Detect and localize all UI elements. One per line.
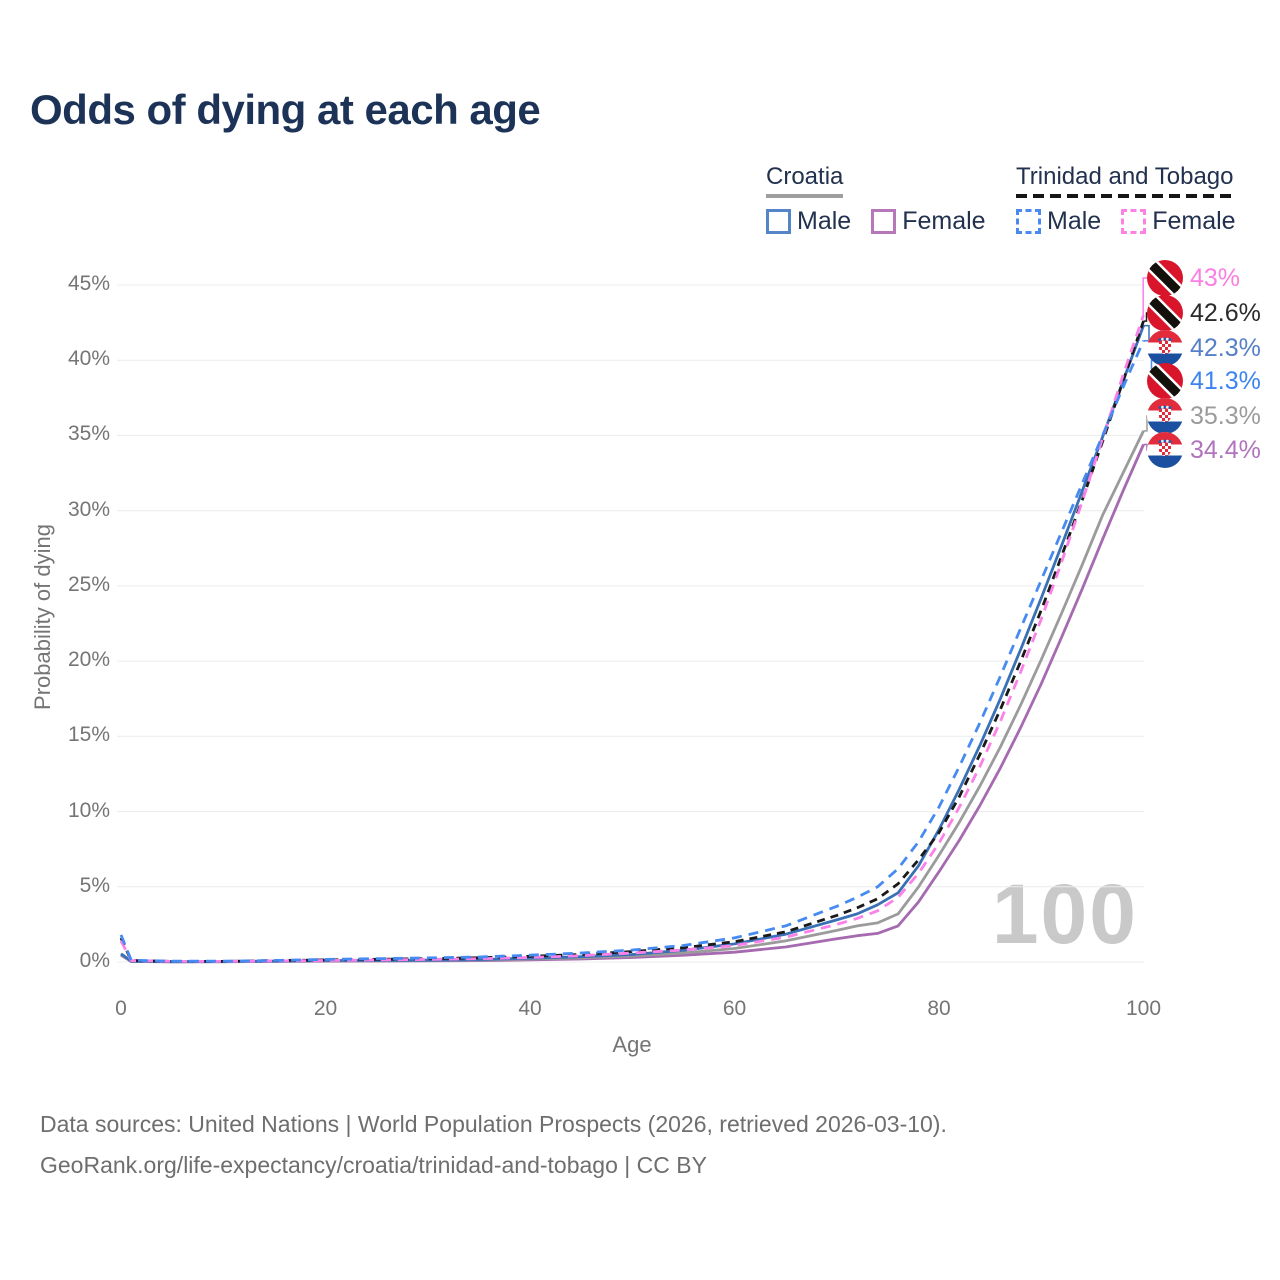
end-label-value: 41.3% — [1190, 366, 1261, 395]
flag-icon-hr — [1147, 330, 1183, 366]
y-tick-label: 40% — [67, 347, 110, 371]
legend-items-croatia: Male Female — [766, 207, 986, 236]
flag-icon-tt — [1147, 260, 1183, 296]
end-label-value: 35.3% — [1190, 401, 1261, 430]
end-label-value: 42.6% — [1190, 298, 1261, 327]
series-line-trinidad-all — [119, 320, 1145, 963]
legend-item-label: Male — [797, 207, 852, 235]
age-watermark: 100 — [991, 867, 1138, 961]
footer-sources: Data sources: United Nations | World Pop… — [40, 1111, 947, 1137]
x-tick-label: 60 — [722, 997, 747, 1020]
y-tick-label: 35% — [67, 422, 110, 446]
x-tick-label: 40 — [518, 997, 542, 1020]
legend-item-croatia-male[interactable]: Male — [766, 207, 851, 236]
end-label-croatia-all: 35.3% — [1147, 398, 1261, 434]
legend-item-croatia-female[interactable]: Female — [871, 207, 986, 236]
y-tick-label: 10% — [67, 798, 110, 822]
flag-icon-hr — [1147, 432, 1183, 468]
end-label-croatia-female: 34.4% — [1147, 432, 1261, 468]
croatia-line-swatch — [766, 194, 844, 198]
footer: Data sources: United Nations | World Pop… — [40, 1104, 947, 1186]
end-label-value: 42.3% — [1190, 333, 1261, 362]
series-line-croatia-female — [120, 443, 1145, 964]
legend-item-trinidad-male[interactable]: Male — [1016, 207, 1101, 236]
legend-toggle-croatia[interactable]: Croatia — [766, 163, 844, 198]
end-label-trinidad-all: 42.6% — [1147, 295, 1261, 331]
end-label-value: 43% — [1190, 263, 1241, 292]
legend-items-trinidad: Male Female — [1016, 207, 1236, 236]
y-tick-label: 25% — [67, 572, 110, 596]
legend-item-label: Male — [1047, 207, 1102, 235]
series-line-trinidad-female — [119, 314, 1145, 963]
end-label-croatia-male: 42.3% — [1147, 330, 1261, 366]
legend-group-croatia: Croatia Male Female — [766, 163, 986, 236]
legend-item-label: Female — [1152, 207, 1236, 235]
flag-icon-hr — [1147, 398, 1183, 434]
y-tick-label: 5% — [79, 873, 110, 897]
flag-icon-tt — [1147, 363, 1183, 399]
end-label-trinidad-male: 41.3% — [1147, 363, 1261, 399]
y-tick-label: 45% — [67, 272, 110, 295]
y-tick-label: 20% — [67, 648, 110, 672]
end-label-trinidad-female: 43% — [1147, 260, 1240, 296]
trinidad-male-swatch-icon — [1016, 209, 1041, 234]
y-tick-label: 15% — [67, 723, 110, 747]
y-axis-title: Probability of dying — [30, 524, 55, 710]
legend-toggle-trinidad[interactable]: Trinidad and Tobago — [1016, 163, 1234, 198]
x-tick-label: 80 — [927, 997, 951, 1020]
trinidad-female-swatch-icon — [1121, 209, 1147, 234]
series-line-trinidad-male — [119, 340, 1145, 963]
croatia-male-swatch-icon — [766, 209, 791, 234]
x-tick-label: 0 — [115, 997, 127, 1020]
y-tick-label: 0% — [79, 949, 110, 972]
legend-item-trinidad-female[interactable]: Female — [1121, 207, 1236, 236]
x-axis-title: Age — [612, 1032, 652, 1057]
series-line-croatia-male — [120, 325, 1145, 964]
croatia-female-swatch-icon — [871, 209, 897, 234]
end-label-value: 34.4% — [1190, 435, 1261, 464]
legend-group-trinidad: Trinidad and Tobago Male Female — [1016, 163, 1236, 236]
x-tick-label: 20 — [313, 997, 338, 1020]
y-tick-label: 30% — [67, 497, 110, 521]
legend-item-label: Female — [902, 207, 986, 235]
flag-icon-tt — [1147, 295, 1183, 331]
footer-attribution: GeoRank.org/life-expectancy/croatia/trin… — [40, 1151, 707, 1178]
label-connector-trinidad-female — [1142, 277, 1150, 316]
legend-country-label-croatia: Croatia — [766, 163, 844, 190]
chart-title: Odds of dying at each age — [30, 86, 541, 133]
x-tick-label: 100 — [1125, 997, 1162, 1020]
trinidad-line-swatch — [1016, 194, 1234, 198]
legend-country-label-trinidad: Trinidad and Tobago — [1016, 163, 1234, 190]
